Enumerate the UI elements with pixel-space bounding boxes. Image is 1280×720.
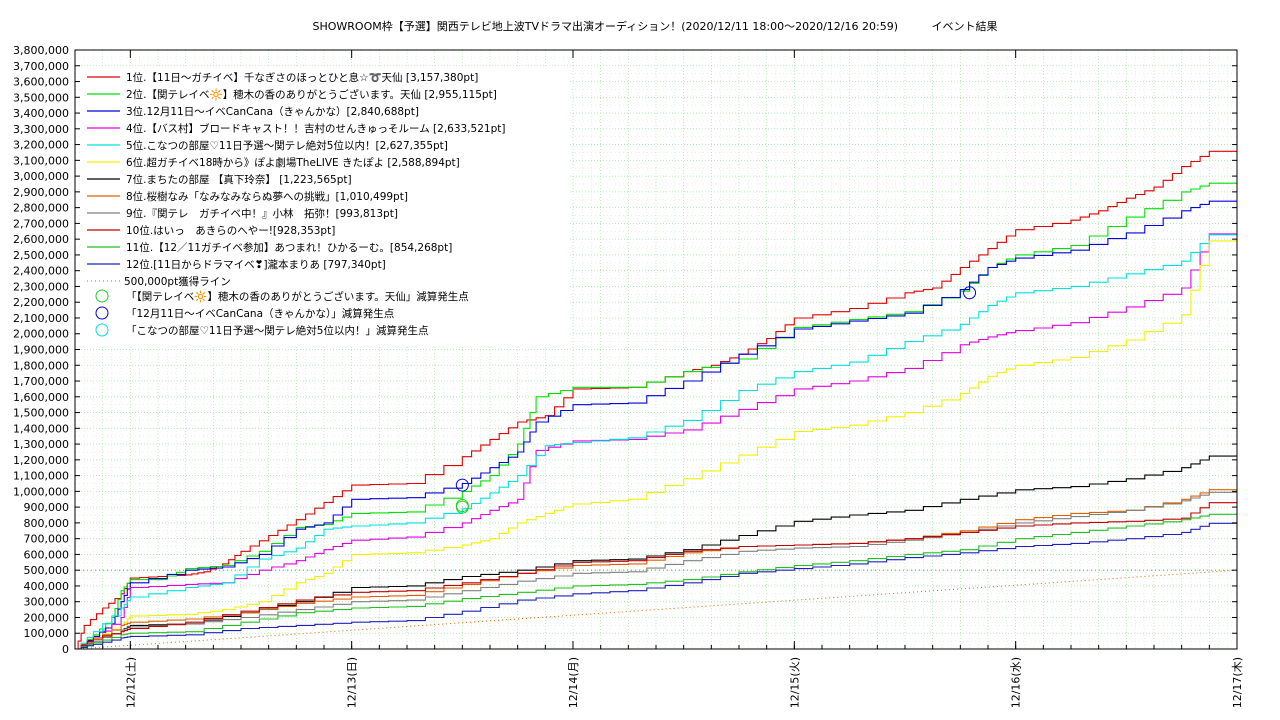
legend-label: 1位.【11日〜ガチイベ】千なぎさのほっとひと息☆➰天仙 [3,157,380p… (126, 71, 478, 84)
series-line-8 (75, 489, 1237, 650)
x-tick-label: 12/12(土) (124, 657, 137, 708)
y-tick-label: 3,600,000 (13, 76, 69, 89)
y-tick-label: 2,000,000 (13, 328, 69, 341)
series-layer (75, 150, 1237, 650)
y-tick-label: 1,700,000 (13, 375, 69, 388)
y-tick-label: 1,600,000 (13, 391, 69, 404)
y-tick-label: 600,000 (24, 548, 70, 561)
legend-label: 4位.【バス村】ブロードキャスト！！吉村のせんきゅっそルーム [2,633,52… (126, 122, 505, 135)
y-tick-label: 2,200,000 (13, 296, 69, 309)
chart-title: SHOWROOM枠【予選】関西テレビ地上波TVドラマ出演オーディション！(202… (313, 19, 899, 33)
axes: 0 100,000 200,000 300,000 400,000 500,000 600,… (13, 44, 1244, 708)
y-tick-label: 1,500,000 (13, 407, 69, 420)
legend-label: 8位.桜樹なみ「なみなみならぬ夢への挑戦」[1,010,499pt] (126, 190, 408, 203)
legend-label: 「12月11日〜イベCanCana（きゃんかな）」減算発生点 (126, 307, 394, 320)
y-tick-label: 3,000,000 (13, 170, 69, 183)
legend-marker (95, 289, 109, 303)
y-tick-label: 400,000 (24, 580, 70, 593)
legend-background (80, 66, 570, 346)
decrement-marker-2 (963, 286, 977, 300)
series-line-6 (75, 240, 1237, 650)
series-line-10 (75, 502, 1237, 650)
x-tick-label: 12/13(日) (346, 657, 359, 708)
legend: 1位.【11日〜ガチイベ】千なぎさのほっとひと息☆➰天仙 [3,157,380p… (87, 71, 505, 337)
x-tick-label: 12/15(火) (788, 657, 801, 708)
x-tick-label: 12/14(月) (567, 657, 580, 708)
legend-label: 10位.はいっ あきらのへやー![928,353pt] (126, 224, 335, 237)
y-tick-label: 2,100,000 (13, 312, 69, 325)
y-tick-label: 2,800,000 (13, 202, 69, 215)
y-tick-label: 3,400,000 (13, 107, 69, 120)
legend-marker (95, 306, 109, 320)
legend-label: 「こなつの部屋♡11日予選〜関テレ絶対5位以内！」減算発生点 (126, 324, 428, 337)
y-tick-label: 3,500,000 (13, 91, 69, 104)
y-tick-label: 3,200,000 (13, 139, 69, 152)
series-line-11 (75, 513, 1237, 650)
y-tick-label: 2,700,000 (13, 217, 69, 230)
y-tick-label: 1,200,000 (13, 454, 69, 467)
x-tick-label: 12/17(木) (1231, 657, 1244, 708)
y-tick-label: 1,000,000 (13, 485, 69, 498)
legend-label: 2位.【関テレイベ🔆】穂木の香のありがとうございます。天仙 [2,955,115… (126, 88, 497, 101)
chart-subtitle: イベント結果 (932, 19, 998, 33)
y-tick-label: 3,300,000 (13, 123, 69, 136)
y-tick-label: 1,900,000 (13, 344, 69, 357)
y-tick-label: 3,800,000 (13, 44, 69, 57)
y-tick-label: 0 (62, 643, 69, 656)
reference-line-layer (74, 569, 1238, 650)
legend-label: 7位.まちたの部屋 【真下玲奈】 [1,223,565pt] (126, 173, 352, 186)
y-tick-label: 2,900,000 (13, 186, 69, 199)
y-tick-label: 2,300,000 (13, 280, 69, 293)
y-tick-label: 300,000 (24, 596, 70, 609)
series-line-1 (75, 150, 1237, 650)
legend-label: 500,000pt獲得ライン (124, 275, 231, 288)
y-tick-label: 3,100,000 (13, 154, 69, 167)
decrement-marker-2 (455, 478, 469, 492)
legend-label: 12位.[11日からドラマイベ❣]瀧本まりあ [797,340pt] (126, 258, 386, 271)
legend-label: 6位.超ガチイベ18時から》ぽよ劇場TheLIVE きたぽよ [2,588,89… (126, 156, 460, 169)
decrement-marker-1 (455, 500, 469, 514)
y-tick-label: 2,400,000 (13, 265, 69, 278)
y-tick-label: 800,000 (24, 517, 70, 530)
y-tick-label: 1,800,000 (13, 359, 69, 372)
legend-label: 9位.『関テレ ガチイベ中！』小林 拓弥！[993,813pt] (126, 207, 398, 220)
y-tick-label: 3,700,000 (13, 60, 69, 73)
y-tick-label: 900,000 (24, 501, 70, 514)
y-tick-label: 1,300,000 (13, 438, 69, 451)
y-tick-label: 1,100,000 (13, 470, 69, 483)
y-tick-label: 2,600,000 (13, 233, 69, 246)
y-tick-label: 2,500,000 (13, 249, 69, 262)
series-line-12 (75, 522, 1237, 650)
svg-text:SHOWROOM枠【予選】関西テレビ地上波TVドラマ出演オー: SHOWROOM枠【予選】関西テレビ地上波TVドラマ出演オーディション！(202… (313, 19, 998, 33)
legend-label: 11位.【12／11ガチイベ参加】あつまれ！ひかるーむ。[854,268pt] (126, 241, 452, 254)
y-tick-label: 500,000 (24, 564, 70, 577)
legend-label: 5位.こなつの部屋♡11日予選〜関テレ絶対5位以内！[2,627,355pt] (126, 139, 448, 152)
series-line-3 (75, 200, 1237, 650)
y-tick-label: 200,000 (24, 611, 70, 624)
y-tick-label: 100,000 (24, 627, 70, 640)
y-tick-label: 700,000 (24, 533, 70, 546)
x-tick-label: 12/16(水) (1010, 657, 1023, 708)
legend-label: 3位.12月11日〜イベCanCana（きゃんかな）[2,840,688pt] (126, 105, 419, 118)
legend-marker (95, 323, 109, 337)
legend-label: 「【関テレイベ🔆】穂木の香のありがとうございます。天仙」減算発生点 (126, 290, 469, 303)
y-tick-label: 1,400,000 (13, 422, 69, 435)
series-line-4 (75, 233, 1237, 650)
series-line-5 (75, 234, 1237, 650)
marker-layer (455, 286, 977, 514)
